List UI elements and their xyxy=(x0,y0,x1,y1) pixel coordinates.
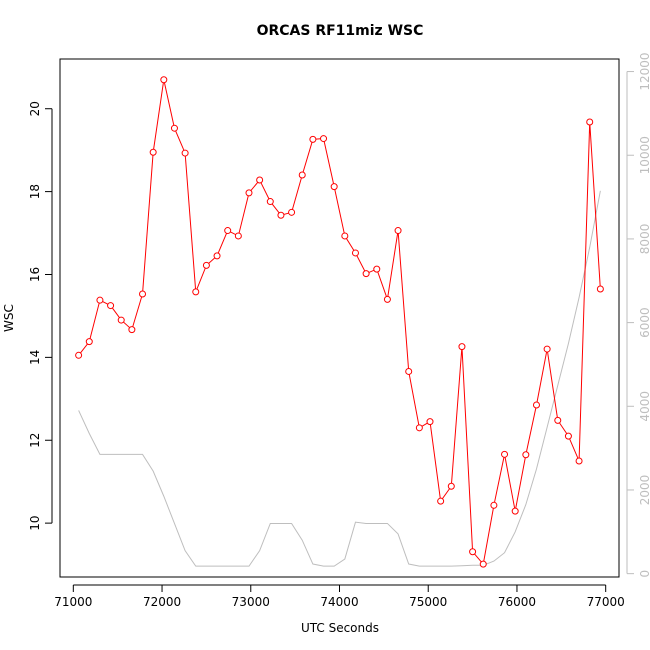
wsc-data-point xyxy=(394,227,402,235)
wsc-data-point xyxy=(564,432,572,440)
y2-tick-label: 12000 xyxy=(638,52,650,90)
right-axis-series-line xyxy=(78,190,601,567)
x-tick-label: 75000 xyxy=(409,595,447,609)
wsc-data-point xyxy=(458,343,466,351)
y-tick-label: 12 xyxy=(28,433,42,448)
x-axis: 71000 72000 73000 74000 75000 76000 77000 xyxy=(54,584,625,609)
y2-tick-label: 10000 xyxy=(638,136,650,174)
wsc-data-point xyxy=(362,270,370,278)
x-tick-label: 73000 xyxy=(232,595,270,609)
wsc-data-point xyxy=(96,296,104,304)
series-layer xyxy=(75,76,604,568)
wsc-data-point xyxy=(469,548,477,556)
wsc-data-point xyxy=(288,208,296,216)
y2-tick-label: 6000 xyxy=(638,307,650,338)
wsc-data-point xyxy=(522,451,530,459)
x-tick-label: 76000 xyxy=(498,595,536,609)
y-tick-label: 16 xyxy=(28,267,42,282)
wsc-data-point xyxy=(437,497,445,505)
x-axis-label: UTC Seconds xyxy=(301,621,379,635)
wsc-data-point xyxy=(596,285,604,293)
y2-tick-label: 8000 xyxy=(638,224,650,255)
wsc-data-point xyxy=(160,76,168,84)
y-axis: 10 12 14 16 18 20 xyxy=(28,101,53,531)
x-tick-label: 77000 xyxy=(587,595,625,609)
wsc-data-point xyxy=(341,232,349,240)
wsc-data-point xyxy=(202,261,210,269)
wsc-data-point xyxy=(532,401,540,409)
wsc-data-point xyxy=(490,501,498,509)
wsc-data-point xyxy=(181,149,189,157)
wsc-data-point xyxy=(213,252,221,260)
wsc-data-point xyxy=(330,183,338,191)
wsc-data-point xyxy=(192,288,200,296)
wsc-data-point xyxy=(426,418,434,426)
wsc-data-point xyxy=(277,211,285,219)
x-tick-label: 74000 xyxy=(320,595,358,609)
y2-axis: 0 2000 4000 6000 8000 10000 12000 xyxy=(626,52,650,578)
wsc-data-point xyxy=(170,124,178,132)
y-tick-label: 20 xyxy=(28,101,42,116)
wsc-data-point xyxy=(117,316,125,324)
wsc-data-point xyxy=(266,198,274,206)
plot-frame xyxy=(59,58,620,578)
wsc-data-point xyxy=(586,118,594,126)
wsc-data-point xyxy=(383,295,391,303)
wsc-data-point xyxy=(128,326,136,334)
wsc-data-point xyxy=(320,135,328,143)
wsc-data-point xyxy=(75,351,83,359)
wsc-data-point xyxy=(309,135,317,143)
wsc-data-point xyxy=(415,424,423,432)
wsc-data-point xyxy=(234,232,242,240)
wsc-data-point xyxy=(256,176,264,184)
wsc-data-point xyxy=(447,482,455,490)
y2-tick-label: 2000 xyxy=(638,475,650,506)
y-tick-label: 18 xyxy=(28,184,42,199)
wsc-data-point xyxy=(405,367,413,375)
x-tick-label: 71000 xyxy=(54,595,92,609)
wsc-series-line xyxy=(78,79,601,566)
y2-tick-label: 4000 xyxy=(638,391,650,422)
wsc-data-point xyxy=(479,560,487,568)
wsc-data-point xyxy=(298,171,306,179)
y-tick-label: 10 xyxy=(28,515,42,530)
y-tick-label: 14 xyxy=(28,350,42,365)
wsc-data-point xyxy=(245,189,253,197)
wsc-data-point xyxy=(85,338,93,346)
wsc-data-point xyxy=(149,148,157,156)
wsc-data-point xyxy=(139,290,147,298)
wsc-data-point xyxy=(575,457,583,465)
wsc-data-point xyxy=(373,265,381,273)
wsc-data-point xyxy=(351,249,359,257)
wsc-data-point xyxy=(511,507,519,515)
wsc-data-point xyxy=(554,416,562,424)
x-tick-label: 72000 xyxy=(143,595,181,609)
wsc-data-point xyxy=(224,227,232,235)
chart-title: ORCAS RF11miz WSC xyxy=(257,23,424,39)
wsc-data-point xyxy=(543,345,551,353)
wsc-data-point xyxy=(107,302,115,310)
y2-tick-label: 0 xyxy=(638,570,650,578)
y-axis-label: WSC xyxy=(2,304,16,332)
wsc-data-point xyxy=(501,450,509,458)
